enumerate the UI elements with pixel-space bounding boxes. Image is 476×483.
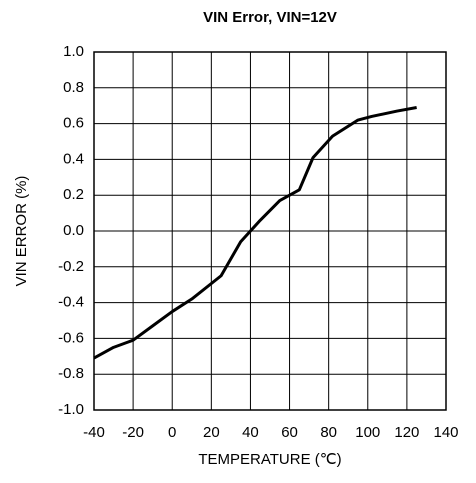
- y-tick-label: 1.0: [63, 43, 84, 60]
- y-tick-label: -0.2: [58, 258, 84, 275]
- y-tick-label: -1.0: [58, 401, 84, 418]
- plot-frame: [93, 51, 447, 411]
- y-tick-label: 0.2: [63, 186, 84, 203]
- x-tick-label: 60: [281, 424, 298, 441]
- x-tick-label: 20: [203, 424, 220, 441]
- y-tick-label: 0.6: [63, 115, 84, 132]
- y-tick-label: -0.4: [58, 294, 84, 311]
- x-tick-label: -20: [122, 424, 144, 441]
- y-tick-label: 0.0: [63, 222, 84, 239]
- y-axis-label: VIN ERROR (%): [13, 176, 30, 287]
- x-tick-label: 100: [355, 424, 380, 441]
- y-tick-label: -0.6: [58, 329, 84, 346]
- x-tick-label: -40: [83, 424, 105, 441]
- y-tick-label: 0.4: [63, 150, 84, 167]
- chart-title: VIN Error, VIN=12V: [203, 9, 337, 26]
- y-tick-label: -0.8: [58, 365, 84, 382]
- x-tick-label: 0: [168, 424, 176, 441]
- y-tick-label: 0.8: [63, 79, 84, 96]
- x-tick-label: 140: [433, 424, 458, 441]
- x-tick-label: 120: [394, 424, 419, 441]
- x-tick-label: 80: [320, 424, 337, 441]
- data-line: [93, 106, 417, 360]
- x-axis-label: TEMPERATURE (℃): [198, 451, 341, 468]
- x-tick-label: 40: [242, 424, 259, 441]
